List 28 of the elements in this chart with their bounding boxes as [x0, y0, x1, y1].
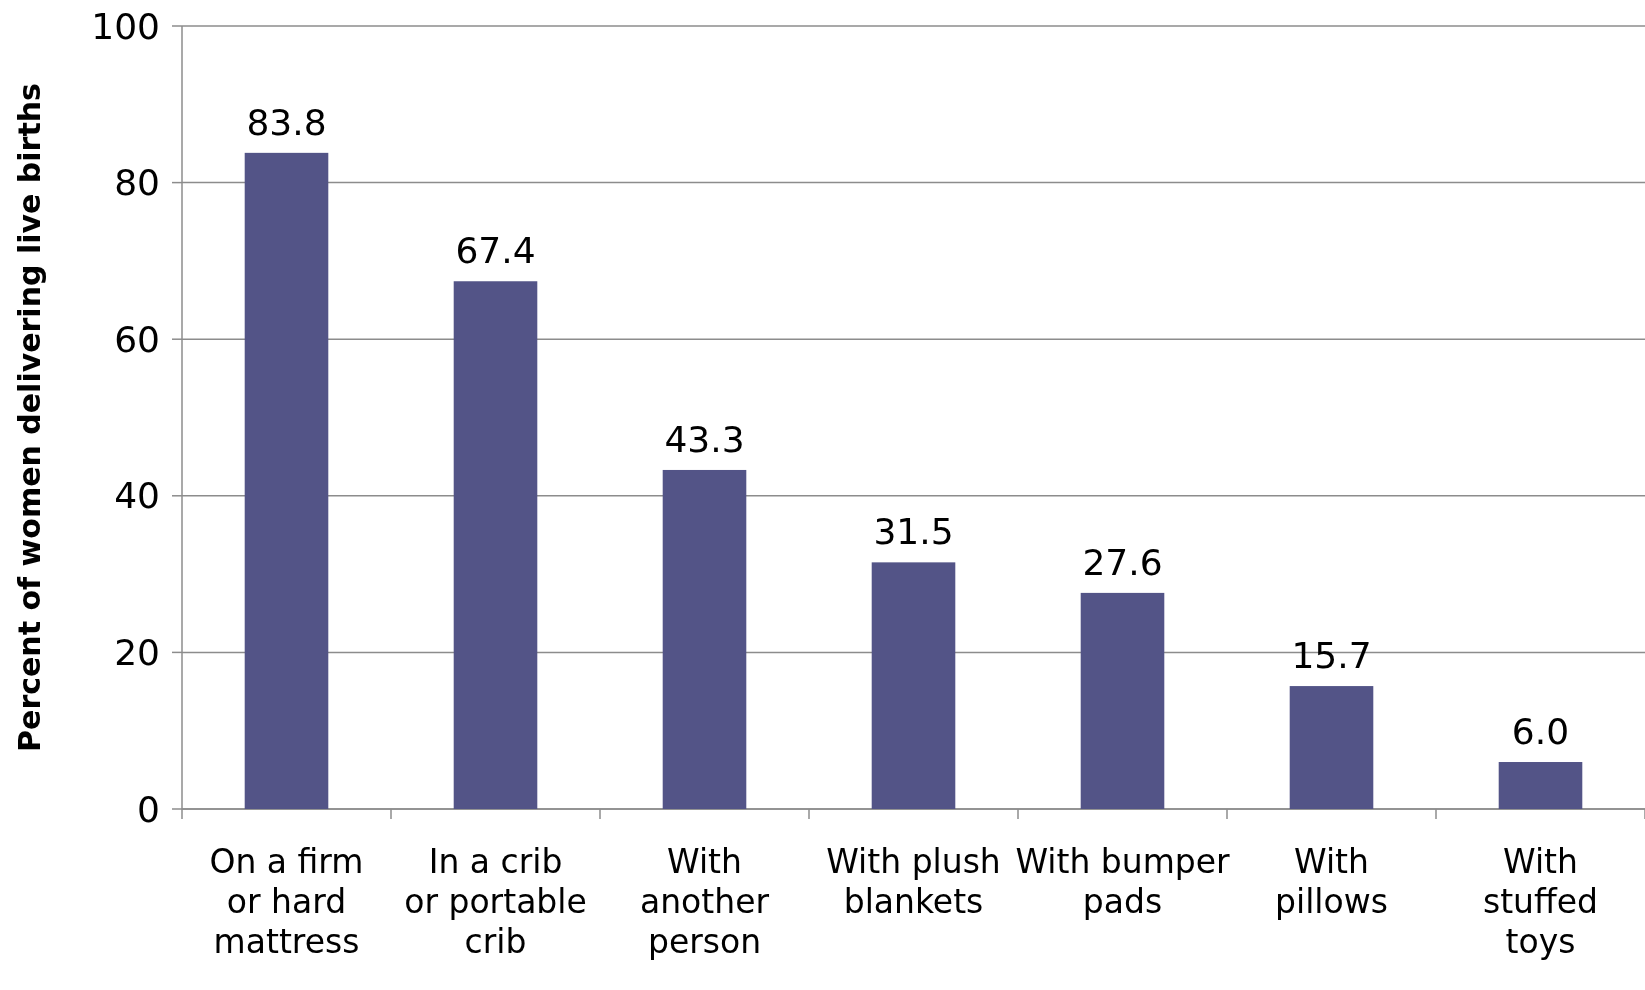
data-label: 15.7	[1291, 635, 1372, 677]
x-tick-label: On a firm or hard mattress	[209, 842, 364, 961]
y-tick-label: 60	[114, 318, 160, 360]
data-label: 27.6	[1082, 541, 1163, 583]
y-axis-title: Percent of women delivering live births	[12, 83, 47, 752]
y-tick-label: 40	[114, 475, 160, 517]
x-tick-label: With plush blankets	[826, 842, 1001, 921]
bar	[453, 281, 538, 809]
bar	[244, 152, 329, 809]
data-label: 6.0	[1511, 711, 1570, 753]
x-tick-label: With pillows	[1275, 842, 1388, 921]
bar	[1498, 762, 1583, 809]
bar	[1289, 686, 1374, 809]
x-tick-label: With bumper pads	[1015, 842, 1231, 921]
data-label: 67.4	[455, 230, 536, 272]
bar	[871, 562, 956, 809]
x-tick-label: With stuffed toys	[1482, 842, 1599, 961]
y-tick-label: 80	[114, 162, 160, 204]
data-label: 83.8	[246, 101, 327, 143]
y-tick-label: 0	[137, 788, 160, 830]
data-label: 31.5	[873, 511, 954, 553]
bar	[1080, 592, 1165, 809]
y-tick-label: 20	[114, 632, 160, 673]
x-tick-label: With another person	[639, 842, 770, 961]
x-tick-label: In a crib or portable crib	[404, 842, 587, 961]
y-tick-label: 100	[91, 5, 160, 47]
bar	[662, 469, 747, 809]
data-label: 43.3	[664, 418, 745, 460]
